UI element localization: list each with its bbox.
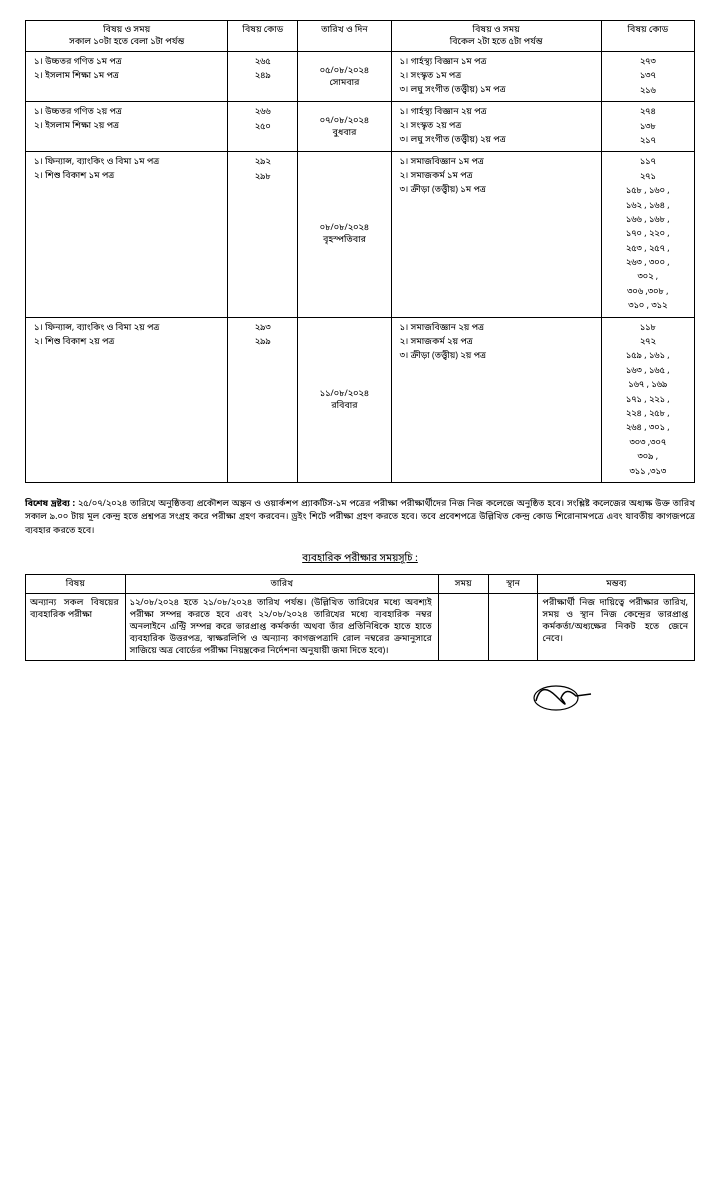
p-header-place: স্থান [488,575,538,594]
p-place [488,594,538,661]
p-header-remarks: মন্তব্য [538,575,695,594]
header-afternoon: বিষয় ও সময় [396,24,597,36]
date-cell: ০৫/০৮/২০২৪ সোমবার [298,52,391,102]
p-header-subject: বিষয় [26,575,126,594]
note-text: ২৫/০৭/২০২৪ তারিখে অনুষ্ঠিতব্য প্রকৌশল অঙ… [25,498,695,537]
afternoon-codes: ১১৭২৭১১৫৮ , ১৬০ ,১৬২ , ১৬৪ ,১৬৬ , ১৬৮ ,১… [601,152,694,317]
special-note: বিশেষ দ্রষ্টব্য : ২৫/০৭/২০২৪ তারিখে অনুষ… [25,498,695,539]
note-label: বিশেষ দ্রষ্টব্য : [25,498,75,510]
morning-codes: ২৬৫২৪৯ [228,52,298,102]
morning-subjects: ১। ফিন্যান্স, ব্যাংকিং ও বিমা ১ম পত্র২। … [26,152,228,317]
practical-title: ব্যবহারিক পরীক্ষার সময়সূচি : [25,553,695,566]
p-subject: অন্যান্য সকল বিষয়ের ব্যবহারিক পরীক্ষা [26,594,126,661]
afternoon-subjects: ১। গার্হস্থ্য বিজ্ঞান ১ম পত্র২। সংস্কৃত … [391,52,601,102]
date-cell: ০৭/০৮/২০২৪ বুধবার [298,102,391,152]
afternoon-codes: ২৭৪১৩৮২১৭ [601,102,694,152]
morning-codes: ২৯২২৯৮ [228,152,298,317]
header-afternoon-sub: বিকেল ২টা হতে ৫টা পর্যন্ত [396,36,597,48]
morning-codes: ২৬৬২৫০ [228,102,298,152]
morning-codes: ২৯৩২৯৯ [228,317,298,482]
date-cell: ১১/০৮/২০২৪ রবিবার [298,317,391,482]
afternoon-subjects: ১। সমাজবিজ্ঞান ২য় পত্র২। সমাজকর্ম ২য় প… [391,317,601,482]
morning-subjects: ১। উচ্চতর গণিত ২য় পত্র২। ইসলাম শিক্ষা ২… [26,102,228,152]
p-header-date: তারিখ [125,575,438,594]
header-code1: বিষয় কোড [228,21,298,52]
afternoon-codes: ২৭৩১৩৭২১৬ [601,52,694,102]
afternoon-subjects: ১। গার্হস্থ্য বিজ্ঞান ২য় পত্র২। সংস্কৃত… [391,102,601,152]
p-remarks: পরীক্ষার্থী নিজ দায়িত্বে পরীক্ষার তারিখ… [538,594,695,661]
date-cell: ০৮/০৮/২০২৪ বৃহস্পতিবার [298,152,391,317]
p-date: ১২/০৮/২০২৪ হতে ২১/০৮/২০২৪ তারিখ পর্যন্ত।… [125,594,438,661]
p-time [438,594,488,661]
header-morning: বিষয় ও সময় [30,24,223,36]
morning-subjects: ১। ফিন্যান্স, ব্যাংকিং ও বিমা ২য় পত্র২।… [26,317,228,482]
morning-subjects: ১। উচ্চতর গণিত ১ম পত্র২। ইসলাম শিক্ষা ১ম… [26,52,228,102]
exam-schedule-table: বিষয় ও সময় সকাল ১০টা হতে বেলা ১টা পর্য… [25,20,695,483]
header-date: তারিখ ও দিন [298,21,391,52]
header-code2: বিষয় কোড [601,21,694,52]
afternoon-subjects: ১। সমাজবিজ্ঞান ১ম পত্র২। সমাজকর্ম ১ম পত্… [391,152,601,317]
afternoon-codes: ১১৮২৭২১৫৯ , ১৬১ ,১৬৩ , ১৬৫ ,১৬৭ , ১৬৯১৭১… [601,317,694,482]
signature [427,676,695,722]
header-morning-sub: সকাল ১০টা হতে বেলা ১টা পর্যন্ত [30,36,223,48]
p-header-time: সময় [438,575,488,594]
practical-table: বিষয় তারিখ সময় স্থান মন্তব্য অন্যান্য … [25,574,695,661]
